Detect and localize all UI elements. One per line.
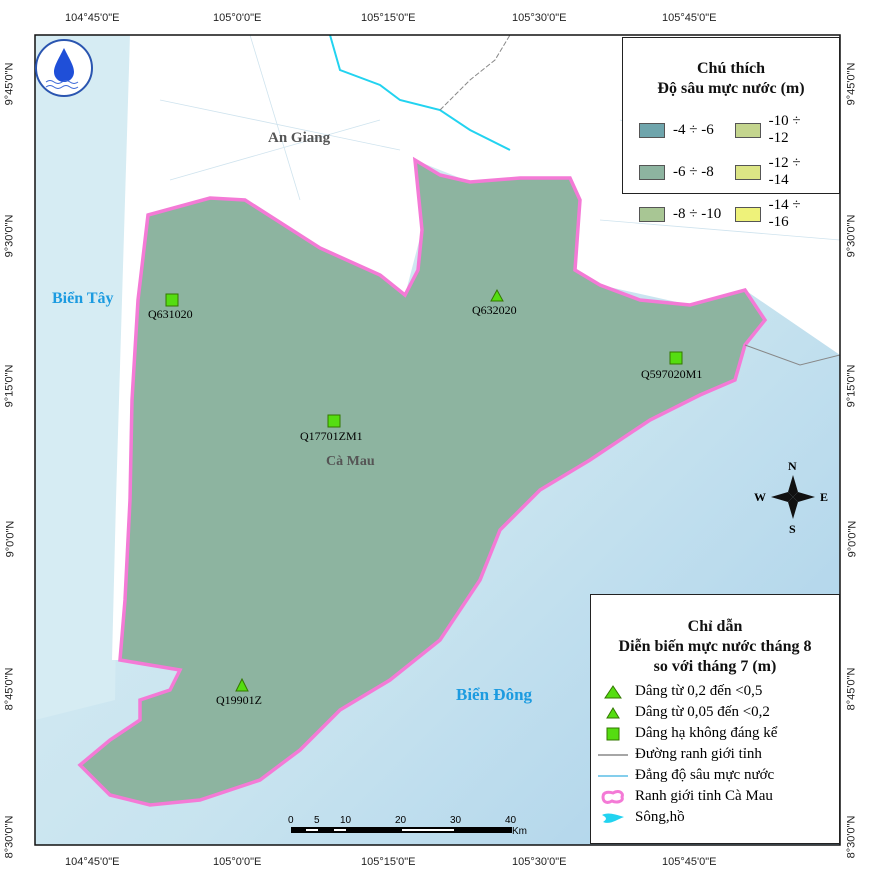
legend-class: -10 ÷ -12 [735,113,823,147]
legend-item: Đẳng độ sâu mực nước [597,765,839,786]
station-label: Q631020 [148,307,193,321]
svg-text:E: E [820,490,828,504]
lon-tick: 105°30'0"E [512,12,567,24]
label-bien-tay: Biển Tây [52,290,114,307]
svg-text:W: W [754,490,766,504]
legend-item: Dâng hạ không đáng kể [597,723,839,744]
station-marker-square[interactable] [327,414,341,428]
provincial-border [439,35,511,111]
lon-tick: 105°15'0"E [361,856,416,868]
map-frame [34,34,841,846]
river [329,35,511,151]
station-label: Q19901Z [216,693,262,707]
pink-outline-icon [601,789,624,804]
legend-class: -4 ÷ -6 [639,113,721,147]
legend-subtitle: so với tháng 7 (m) [653,658,777,675]
svg-text:S: S [789,522,796,536]
legend-item: Sông,hồ [597,807,839,828]
lon-tick: 104°45'0"E [65,856,120,868]
cyan-river-icon [602,813,624,823]
svg-text:5: 5 [314,815,320,826]
station-label: Q632020 [472,303,517,317]
swatch [735,206,761,222]
station-marker-square[interactable] [165,293,179,307]
swatch [639,164,665,180]
triangle-large-icon [604,684,622,698]
legend-class: -14 ÷ -16 [735,197,823,231]
legend-subtitle: Độ sâu mực nước (m) [657,80,805,97]
lon-tick: 105°45'0"E [662,856,717,868]
swatch [735,122,761,138]
legend-title: Chỉ dẫn [687,618,743,635]
label-bien-dong: Biển Đông [456,685,533,704]
legend-item: Dâng từ 0,05 đến <0,2 [597,702,839,723]
svg-text:0: 0 [288,815,294,826]
provincial-border [744,344,840,366]
legend-item: Đường ranh giới tỉnh [597,744,839,765]
lon-tick: 105°0'0"E [213,856,262,868]
svg-text:30: 30 [450,815,462,826]
legend-title: Chú thích [696,60,766,77]
depth-legend: Chú thích Độ sâu mực nước (m) -4 ÷ -6 -1… [622,37,840,230]
scale-bar: 0 5 10 20 30 40 Km [288,815,527,837]
legend-item: Ranh giới tỉnh Cà Mau [597,786,839,807]
guide-legend: Chỉ dẫn Diễn biến mực nước tháng 8 so vớ… [590,594,840,844]
legend-item: Dâng từ 0,2 đến <0,5 [597,681,839,702]
gray-line-icon [598,753,628,756]
svg-text:10: 10 [340,815,352,826]
legend-class: -6 ÷ -8 [639,155,721,189]
legend-subtitle: Diễn biến mực nước tháng 8 [618,638,812,655]
compass-rose: N S W E [754,459,828,536]
cewafo-logo [35,39,93,97]
legend-class: -8 ÷ -10 [639,197,721,231]
svg-text:Km: Km [512,826,527,837]
swatch [639,206,665,222]
lon-tick: 104°45'0"E [65,12,120,24]
west-sea [35,35,130,720]
station-marker-triangle[interactable] [490,288,504,302]
blue-line-icon [598,774,628,777]
station-marker-triangle[interactable] [235,677,249,692]
lon-tick: 105°45'0"E [662,12,717,24]
lon-tick: 105°15'0"E [361,12,416,24]
swatch [639,122,665,138]
station-label: Q17701ZM1 [300,429,363,443]
lon-tick: 105°30'0"E [512,856,567,868]
coast-strip [112,35,150,660]
square-icon [606,727,620,740]
label-ca-mau: Cà Mau [326,454,375,469]
triangle-small-icon [606,706,620,718]
svg-text:20: 20 [395,815,407,826]
legend-class: -12 ÷ -14 [735,155,823,189]
station-marker-square[interactable] [669,351,683,365]
swatch [735,164,761,180]
svg-text:40: 40 [505,815,517,826]
label-an-giang: An Giang [268,130,331,146]
lon-tick: 105°0'0"E [213,12,262,24]
svg-text:N: N [788,459,797,473]
station-label: Q597020M1 [641,367,702,381]
